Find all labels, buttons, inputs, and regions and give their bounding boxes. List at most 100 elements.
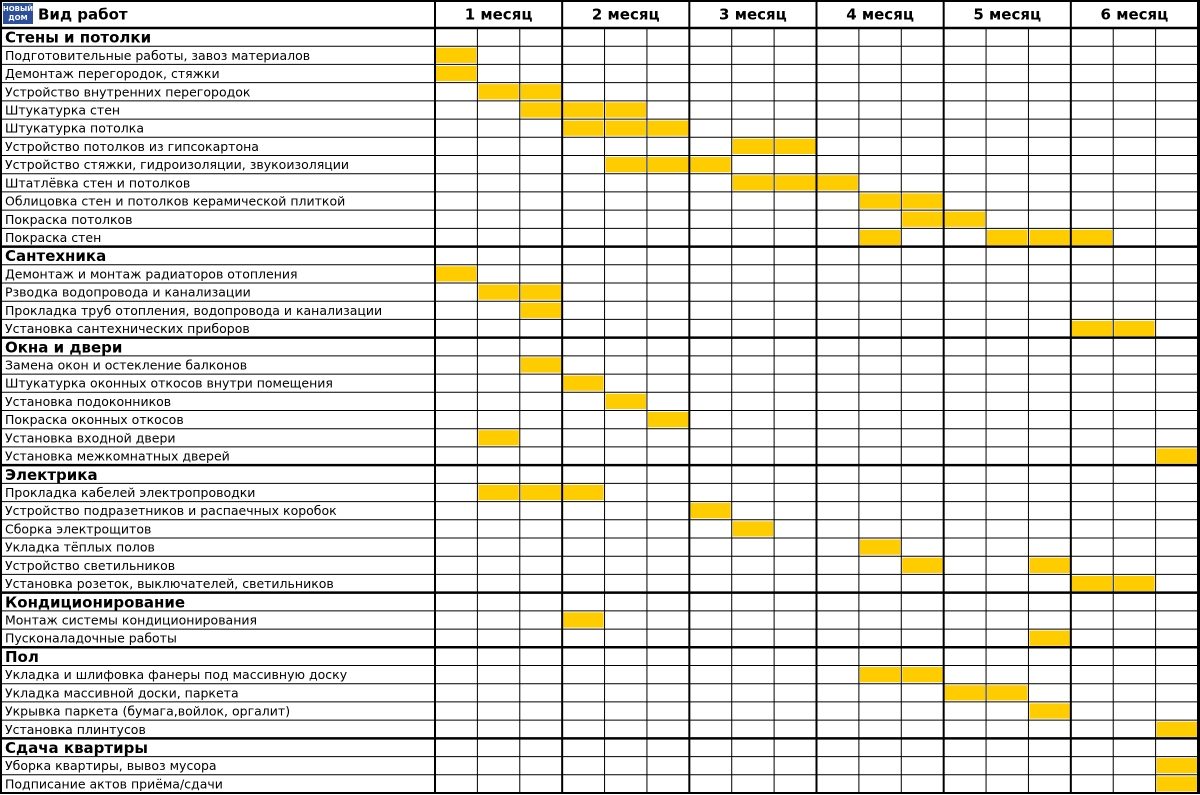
- task-bar: [1029, 703, 1070, 719]
- task-label: Покраска потолков: [5, 212, 133, 227]
- task-label: Установка подоконников: [5, 394, 171, 409]
- task-bar: [520, 484, 562, 501]
- task-bar: [1156, 448, 1197, 464]
- logo-text: ДОМ: [8, 14, 27, 22]
- task-bar: [520, 102, 562, 118]
- task-label: Устройство внутренних перегородок: [5, 84, 251, 99]
- task-label: Установка межкомнатных дверей: [5, 449, 230, 464]
- task-bar: [478, 284, 519, 300]
- task-bar: [859, 193, 901, 209]
- task-label: Устройство стяжки, гидроизоляции, звукои…: [5, 157, 349, 172]
- task-bar: [902, 667, 943, 683]
- task-bar: [1114, 575, 1155, 592]
- task-bar: [563, 612, 604, 628]
- section-title: Сантехника: [5, 247, 106, 265]
- section-title: Окна и двери: [5, 338, 122, 356]
- task-label: Демонтаж и монтаж радиаторов отопления: [5, 266, 298, 281]
- task-label: Уборка квартиры, вывоз мусора: [5, 758, 217, 773]
- task-bar: [520, 357, 562, 373]
- task-bar: [987, 685, 1028, 701]
- task-bar: [902, 557, 943, 573]
- task-label: Устройство потолков из гипсокартона: [5, 139, 259, 154]
- task-bar: [1114, 320, 1155, 337]
- task-bar: [690, 157, 731, 173]
- task-bar: [690, 503, 731, 519]
- task-bar: [1156, 721, 1197, 737]
- section-title: Стены и потолки: [5, 29, 151, 47]
- task-label: Укрывка паркета (бумага,войлок, оргалит): [5, 704, 290, 719]
- task-bar: [1156, 776, 1197, 792]
- month-label: 5 месяц: [973, 6, 1041, 24]
- logo-box: [3, 3, 33, 24]
- task-bar: [478, 84, 519, 100]
- task-bar: [987, 229, 1028, 246]
- section-title: Кондиционирование: [5, 593, 185, 611]
- task-label: Замена окон и остекление балконов: [5, 357, 247, 372]
- task-label: Штукатурка оконных откосов внутри помеще…: [5, 376, 333, 391]
- month-label: 1 месяц: [465, 6, 533, 24]
- task-bar: [902, 211, 943, 227]
- task-label: Демонтаж перегородок, стяжки: [5, 66, 220, 81]
- task-bar: [1029, 229, 1070, 246]
- task-bar: [944, 211, 986, 227]
- task-bar: [859, 667, 901, 683]
- task-bar: [520, 284, 562, 300]
- task-label: Сборка электрощитов: [5, 521, 151, 536]
- task-label: Облицовка стен и потолков керамической п…: [5, 194, 345, 209]
- task-bar: [1071, 575, 1113, 592]
- task-bar: [520, 84, 562, 100]
- section-title: Электрика: [5, 466, 98, 484]
- task-bar: [859, 229, 901, 246]
- task-bar: [563, 102, 604, 118]
- task-label: Рзводка водопровода и канализации: [5, 285, 251, 300]
- month-label: 2 месяц: [592, 6, 660, 24]
- task-bar: [436, 266, 477, 282]
- task-bar: [1029, 630, 1070, 646]
- task-bar: [1029, 557, 1070, 573]
- month-label: 4 месяц: [846, 6, 914, 24]
- task-bar: [775, 175, 816, 191]
- task-label: Штатлёвка стен и потолков: [5, 175, 190, 190]
- task-bar: [732, 521, 774, 537]
- month-label: 6 месяц: [1101, 6, 1169, 24]
- task-label: Монтаж системы кондиционирования: [5, 612, 257, 627]
- task-label: Покраска стен: [5, 230, 101, 245]
- task-label: Укладка массивной доски, паркета: [5, 685, 239, 700]
- task-label: Покраска оконных откосов: [5, 412, 184, 427]
- task-label: Устройство светильников: [5, 558, 175, 573]
- task-bar: [563, 120, 604, 136]
- task-bar: [1156, 758, 1197, 774]
- task-bar: [859, 539, 901, 555]
- task-bar: [732, 138, 774, 154]
- task-bar: [944, 685, 986, 701]
- task-label: Установка плинтусов: [5, 722, 146, 737]
- task-bar: [732, 175, 774, 191]
- task-bar: [563, 375, 604, 391]
- task-label: Установка розеток, выключателей, светиль…: [5, 576, 334, 591]
- task-bar: [436, 47, 477, 63]
- task-bar: [605, 393, 646, 409]
- task-bar: [647, 157, 689, 173]
- task-label: Укладка тёплых полов: [5, 540, 155, 555]
- task-label: Прокладка кабелей электропроводки: [5, 485, 255, 500]
- task-label: Штукатурка стен: [5, 102, 120, 117]
- task-label: Подписание актов приёма/сдачи: [5, 776, 223, 791]
- task-bar: [605, 120, 646, 136]
- section-title: Сдача квартиры: [5, 739, 148, 757]
- task-label: Устройство подразетников и распаечных ко…: [5, 503, 337, 518]
- task-label: Установка входной двери: [5, 430, 176, 445]
- task-label: Укладка и шлифовка фанеры под массивную …: [5, 667, 348, 682]
- task-bar: [817, 175, 858, 191]
- task-bar: [605, 157, 646, 173]
- task-label: Штукатурка потолка: [5, 121, 144, 136]
- task-bar: [647, 120, 689, 136]
- task-bar: [478, 484, 519, 501]
- month-label: 3 месяц: [719, 6, 787, 24]
- task-bar: [563, 484, 604, 501]
- task-bar: [902, 193, 943, 209]
- task-bar: [775, 138, 816, 154]
- task-bar: [1071, 320, 1113, 337]
- task-label: Прокладка труб отопления, водопровода и …: [5, 303, 382, 318]
- task-bar: [1071, 229, 1113, 246]
